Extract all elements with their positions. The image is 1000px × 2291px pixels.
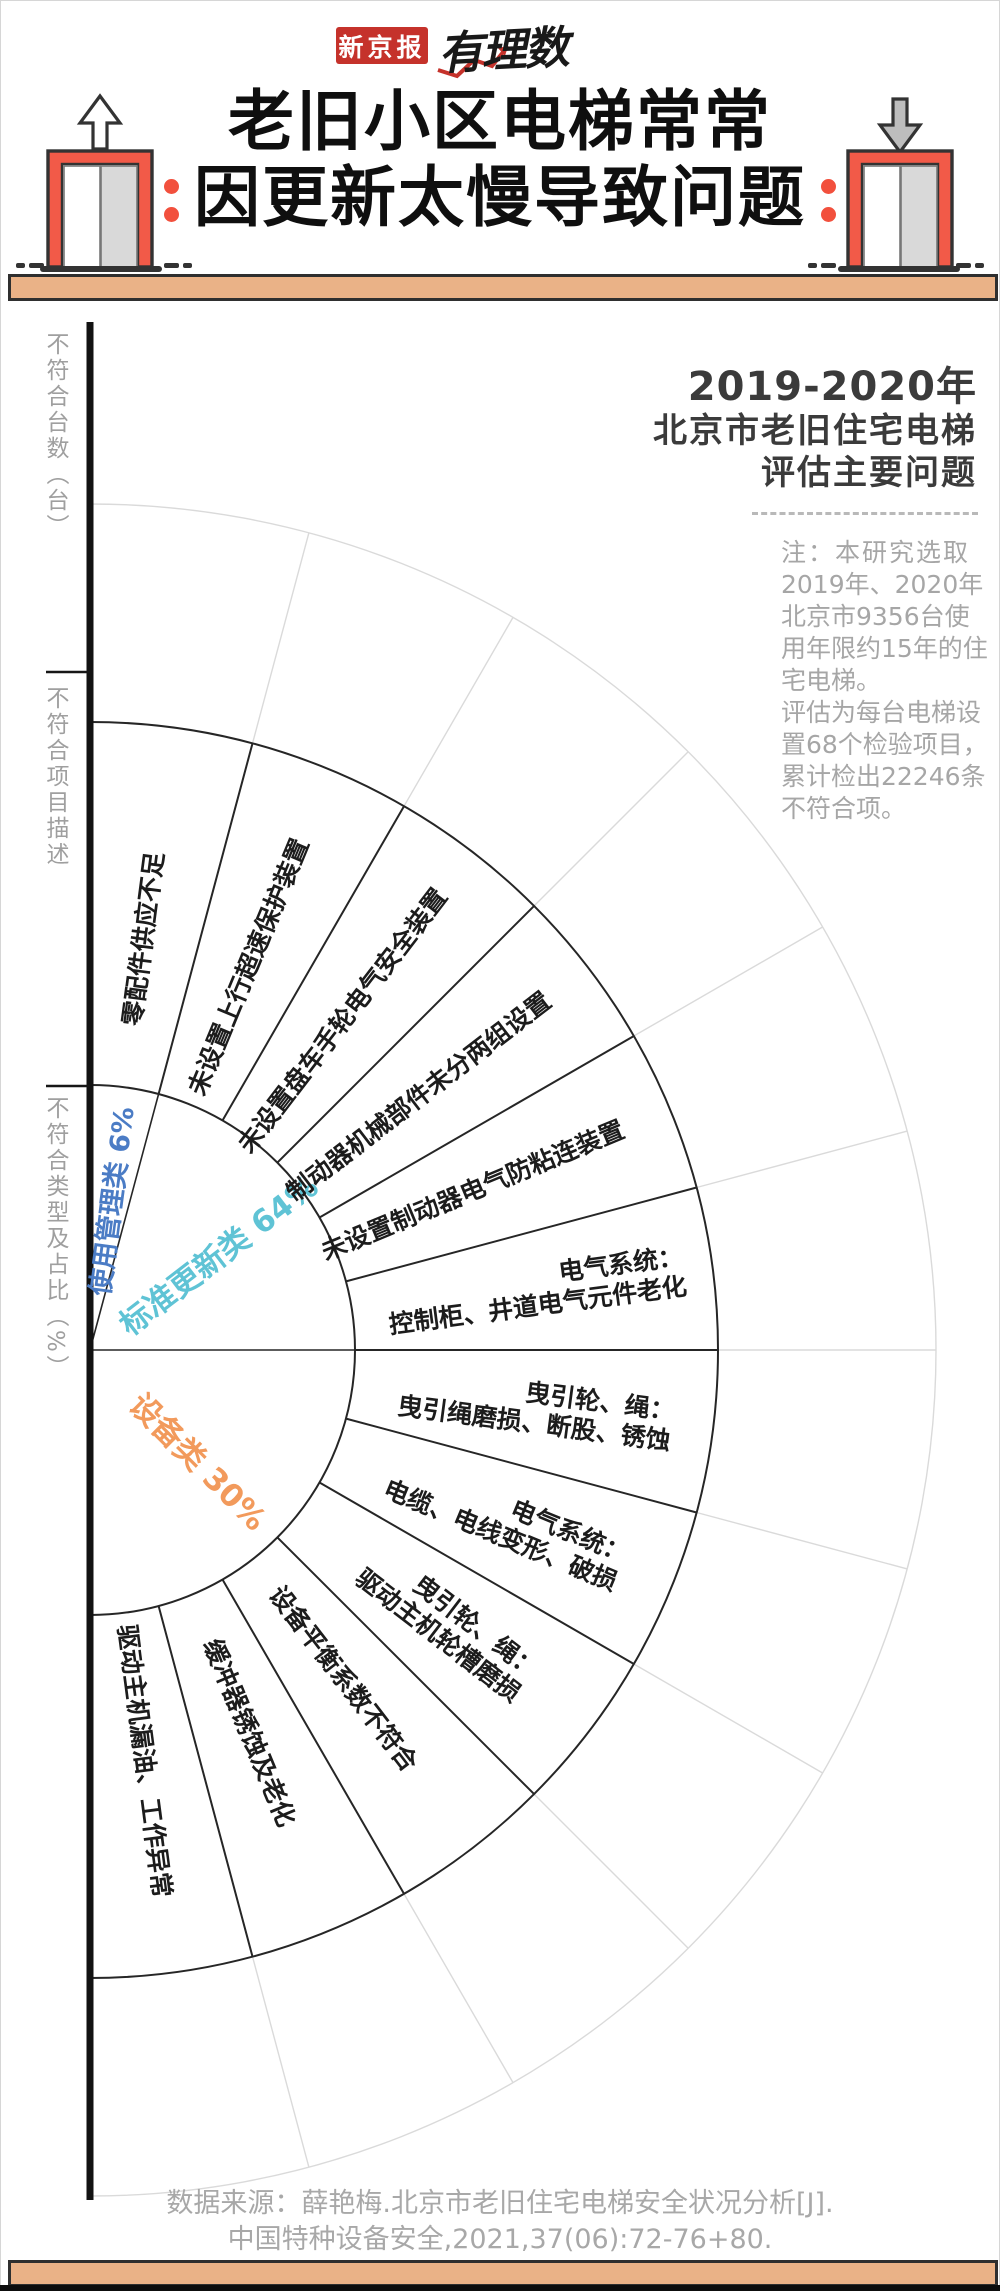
data-source-line2: 中国特种设备安全,2021,37(06):72-76+80. bbox=[227, 2224, 773, 2255]
note-line: 注：本研究选取 bbox=[781, 538, 971, 567]
chart-title-line3: 评估主要问题 bbox=[761, 453, 977, 493]
colon-dot bbox=[821, 179, 836, 194]
axis-ticks bbox=[46, 670, 90, 1088]
note-line: 不符合项。 bbox=[781, 794, 907, 823]
fan-sector-lines bbox=[89, 721, 719, 1979]
note-line: 宅电梯。 bbox=[781, 666, 882, 695]
logo-underline-icon bbox=[437, 44, 510, 79]
footer-floor-bar bbox=[8, 2260, 998, 2287]
chart-note: 注：本研究选取 2019年、2020年 北京市9356台使 用年限约15年的住 … bbox=[781, 537, 988, 825]
header-floor-bar bbox=[8, 274, 998, 301]
page-title-line2: 因更新太慢导致问题 bbox=[194, 159, 806, 236]
chart-title: 2019-2020年 北京市老旧住宅电梯 评估主要问题 bbox=[653, 364, 977, 494]
column-logo-text: 有理数 bbox=[436, 20, 569, 81]
elevator-up-icon bbox=[16, 93, 192, 272]
page-title-line1: 老旧小区电梯常常 bbox=[228, 83, 772, 160]
axis-label-count: 不符合台数（台） bbox=[42, 332, 68, 540]
elevator-down-icon bbox=[808, 97, 984, 272]
title-divider bbox=[752, 512, 978, 515]
note-line: 2019年、2020年 bbox=[781, 570, 984, 599]
note-line: 用年限约15年的住 bbox=[781, 634, 988, 663]
chart-title-line1: 2019-2020年 bbox=[687, 364, 977, 410]
axis-label-type: 不符合类型及占比（%） bbox=[42, 1096, 68, 1381]
colon-dot bbox=[821, 207, 836, 222]
axis-label-item: 不符合项目描述 bbox=[42, 686, 68, 868]
note-line: 北京市9356台使 bbox=[781, 602, 970, 631]
note-line: 评估为每台电梯设 bbox=[781, 698, 982, 727]
note-line: 置68个检验项目， bbox=[781, 730, 988, 759]
note-line: 累计检出22246条 bbox=[781, 762, 986, 791]
chart-title-line2: 北京市老旧住宅电梯 bbox=[653, 411, 977, 451]
vertical-axis bbox=[86, 322, 94, 2200]
brand-logo: 新京报 bbox=[336, 27, 428, 64]
data-source-line1: 数据来源：薛艳梅.北京市老旧住宅电梯安全状况分析[J]. bbox=[166, 2188, 834, 2219]
colon-dot bbox=[164, 179, 179, 194]
fan-gridlines bbox=[89, 503, 937, 2197]
brand-logo-text: 新京报 bbox=[338, 32, 426, 62]
page-title: 老旧小区电梯常常 因更新太慢导致问题 bbox=[0, 84, 1000, 236]
footer-black-bar bbox=[0, 2285, 1000, 2291]
colon-dot bbox=[164, 207, 179, 222]
